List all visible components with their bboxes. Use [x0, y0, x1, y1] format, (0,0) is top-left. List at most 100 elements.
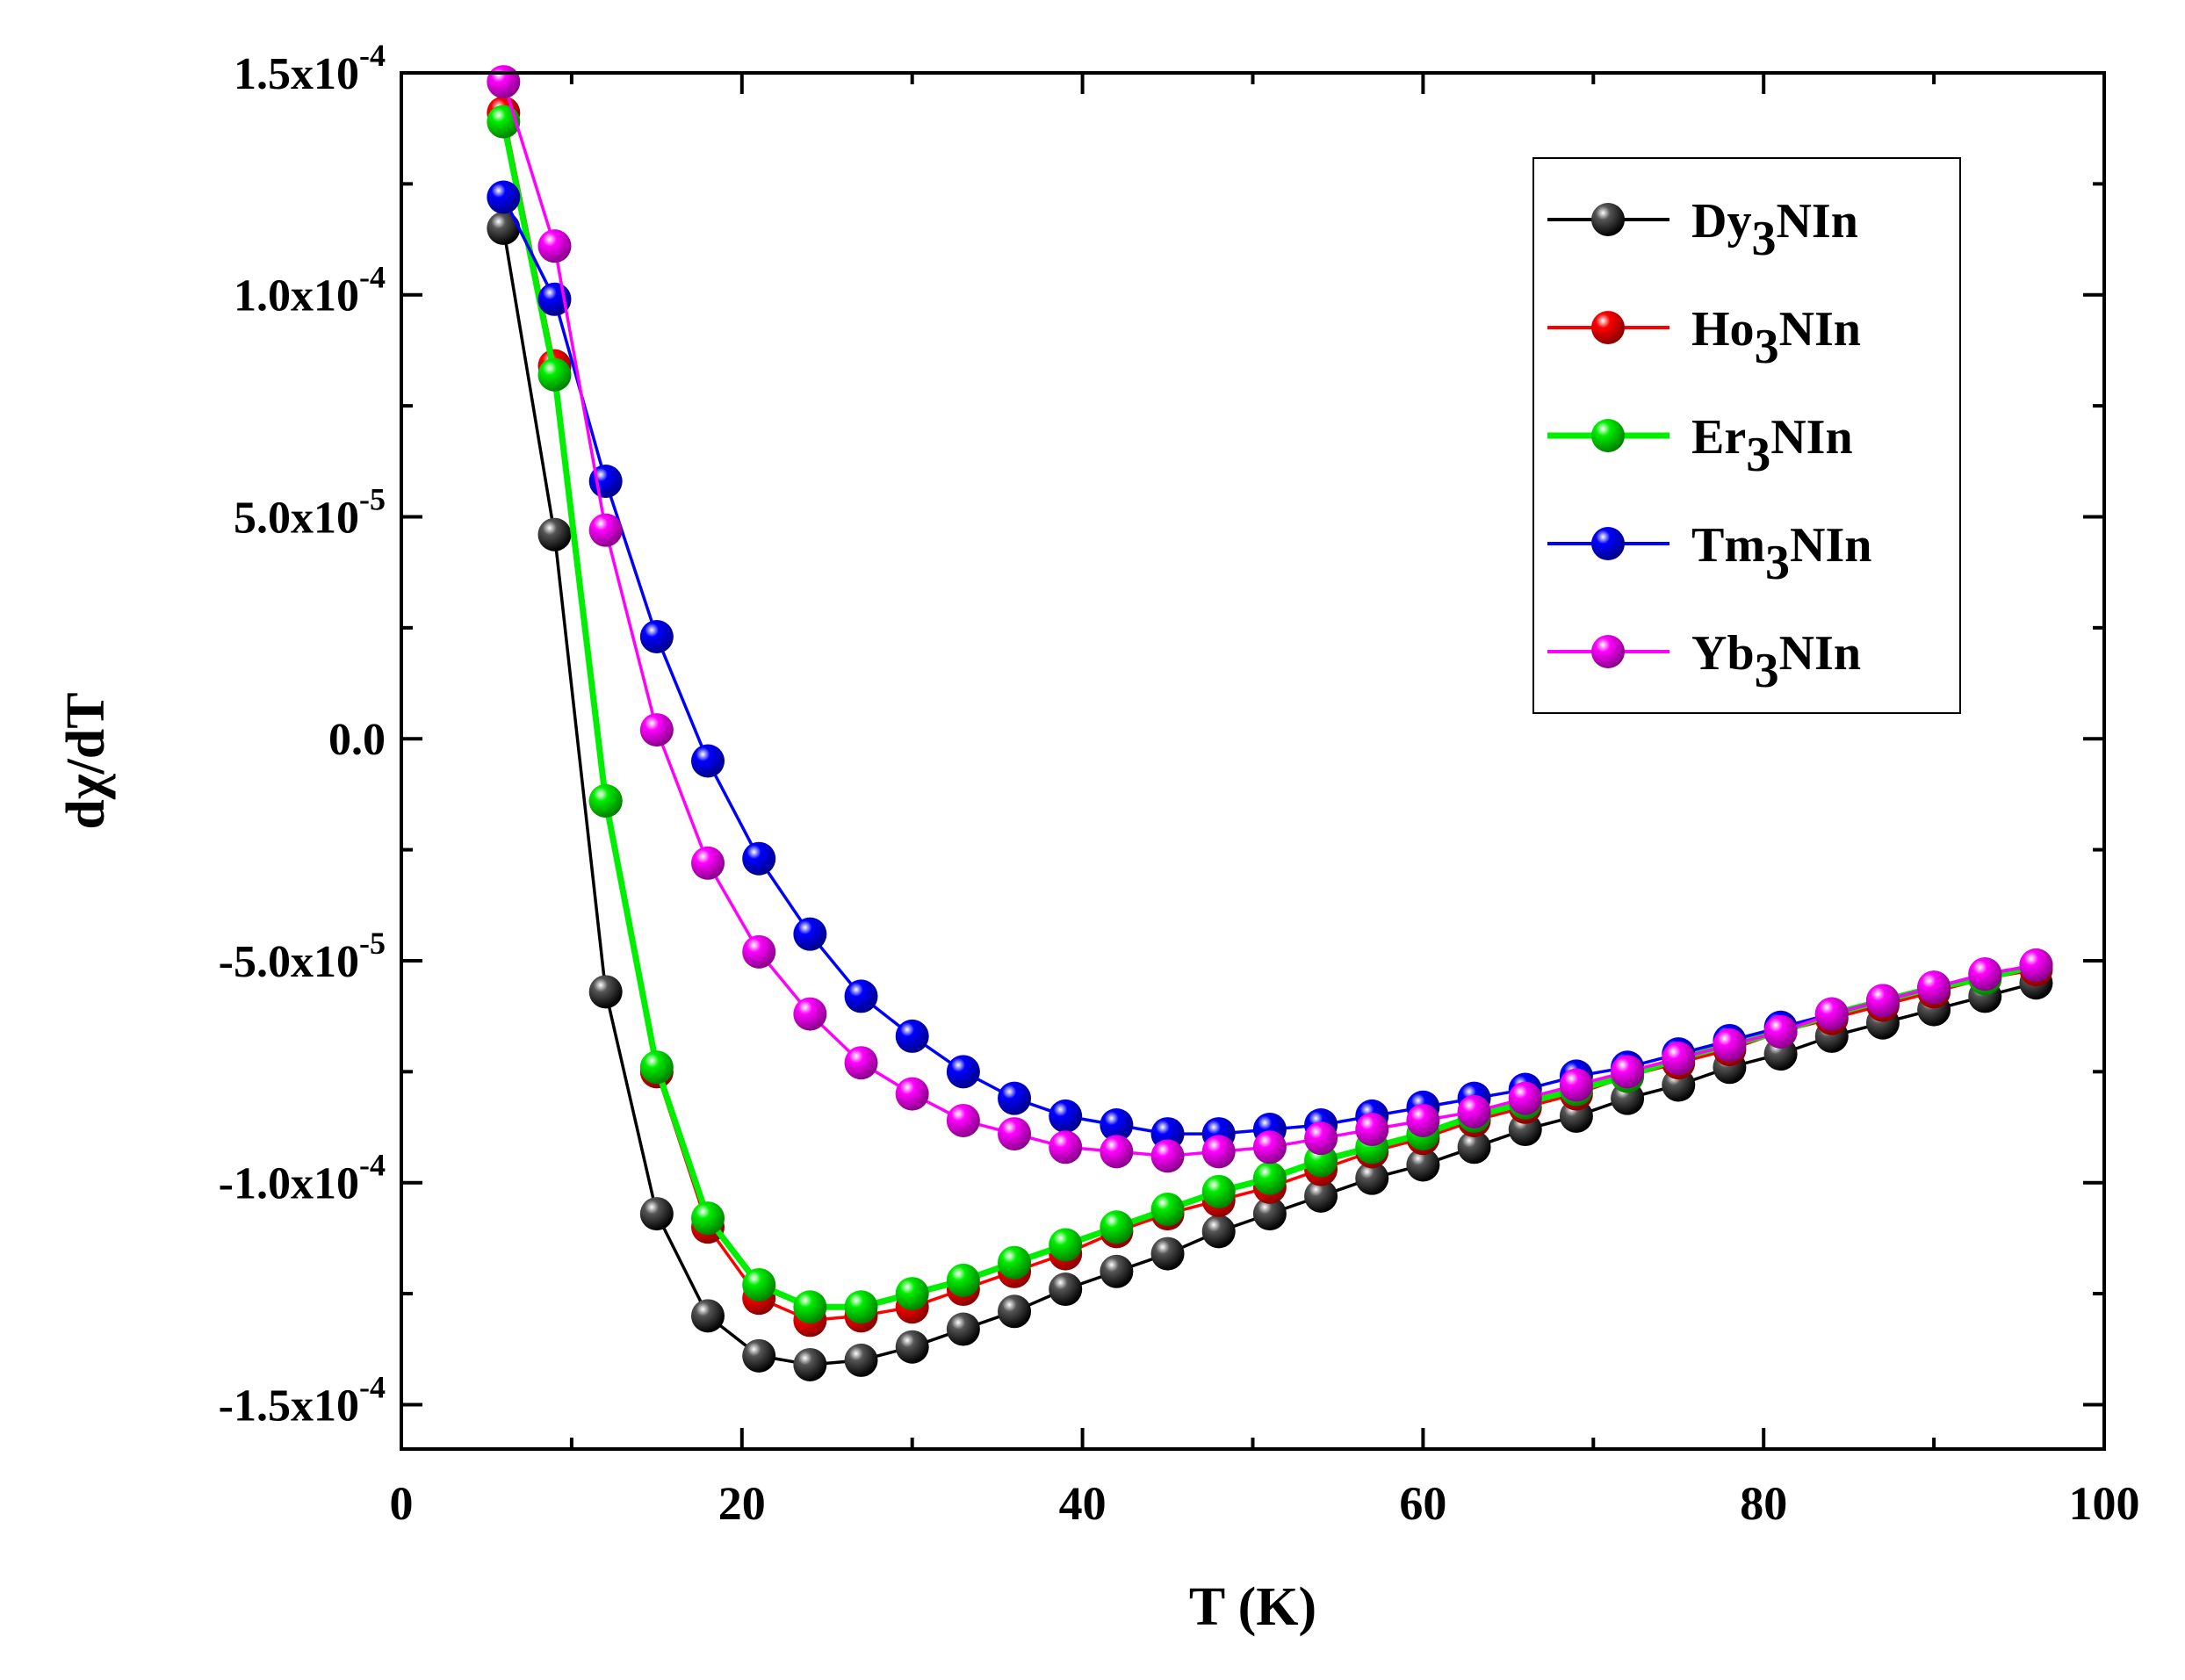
y-axis-label-chi: χ	[56, 773, 116, 800]
data-point	[998, 1117, 1032, 1151]
x-tick-labels: 0 20 40 60 80 100	[390, 1477, 2140, 1530]
data-point	[1150, 1139, 1185, 1173]
data-point	[487, 211, 521, 245]
data-point	[895, 1330, 929, 1364]
data-point	[691, 744, 725, 778]
data-point	[1508, 1081, 1542, 1115]
legend-marker	[1591, 635, 1625, 668]
data-point	[1662, 1042, 1696, 1076]
data-point	[487, 65, 521, 99]
y-tick-exponent: -4	[359, 1148, 386, 1183]
axis-ticks	[400, 71, 2106, 1449]
y-tick-mantissa: 0.0	[328, 715, 386, 765]
y-tick-exponent: -4	[359, 38, 386, 73]
data-point	[1304, 1121, 1338, 1156]
x-tick-label: 0	[390, 1477, 414, 1530]
x-tick-label: 60	[1399, 1477, 1446, 1530]
legend-item-yb: Yb3NIn	[1547, 626, 1861, 698]
x-tick-label: 40	[1059, 1477, 1107, 1530]
x-axis-label: T (K)	[1189, 1577, 1316, 1637]
data-point	[1252, 1197, 1287, 1231]
data-point	[1201, 1135, 1236, 1169]
data-point	[1252, 1130, 1287, 1164]
data-point	[1100, 1107, 1134, 1142]
y-tick-label: 1.5x10-4	[234, 38, 386, 99]
data-point	[844, 1046, 878, 1080]
data-point	[1049, 1099, 1083, 1133]
data-point	[998, 1294, 1032, 1329]
data-point	[1150, 1193, 1185, 1227]
data-point	[1201, 1215, 1236, 1249]
data-point	[1611, 1055, 1645, 1089]
data-point	[793, 917, 827, 951]
data-point	[793, 1347, 827, 1381]
data-point	[1355, 1161, 1389, 1195]
y-tick-exponent: -4	[359, 260, 386, 295]
legend-item-tm: Tm3NIn	[1547, 518, 1871, 590]
data-point	[691, 1201, 725, 1236]
y-axis-label: dχ/dT	[56, 692, 116, 829]
data-point	[1763, 1014, 1798, 1049]
data-point	[487, 180, 521, 214]
data-point	[1865, 984, 1900, 1018]
data-point	[588, 513, 623, 547]
legend-marker	[1591, 419, 1625, 452]
y-axis-label-d: d	[56, 799, 116, 829]
data-point	[1814, 997, 1849, 1031]
x-tick-label: 20	[718, 1477, 766, 1530]
data-point	[1252, 1161, 1287, 1195]
y-tick-mantissa: -1.0x10	[219, 1159, 359, 1209]
data-point	[793, 997, 827, 1031]
legend-label: Yb3NIn	[1691, 626, 1861, 698]
data-point	[844, 1290, 878, 1324]
data-point	[1917, 970, 1951, 1005]
data-point	[1100, 1210, 1134, 1244]
data-point	[1559, 1068, 1593, 1102]
data-point	[844, 979, 878, 1013]
legend-marker	[1591, 203, 1625, 236]
data-point	[742, 1267, 776, 1301]
data-point	[1457, 1130, 1491, 1164]
y-tick-label: -1.5x10-4	[219, 1369, 386, 1431]
series-yb	[487, 65, 2053, 1173]
data-point	[1406, 1148, 1440, 1182]
data-point	[1968, 957, 2002, 991]
data-point	[1355, 1113, 1389, 1147]
data-point	[639, 713, 674, 747]
data-point	[998, 1081, 1032, 1115]
data-point	[1049, 1228, 1083, 1262]
legend-marker	[1591, 527, 1625, 560]
data-point	[946, 1312, 980, 1346]
data-point	[742, 841, 776, 876]
data-point	[588, 783, 623, 818]
data-point	[742, 1338, 776, 1373]
data-point	[639, 1050, 674, 1085]
series-layer	[487, 65, 2053, 1381]
data-point	[2019, 948, 2053, 983]
x-tick-label: 100	[2069, 1477, 2140, 1530]
y-tick-label: -1.0x10-4	[219, 1148, 386, 1209]
data-point	[946, 1055, 980, 1089]
legend-label: Er3NIn	[1691, 410, 1853, 482]
legend-label: Ho3NIn	[1691, 302, 1861, 374]
legend-marker	[1591, 311, 1625, 344]
data-point	[537, 357, 572, 392]
data-point	[1457, 1094, 1491, 1128]
data-point	[639, 619, 674, 653]
data-point	[742, 934, 776, 969]
y-tick-mantissa: 1.0x10	[234, 271, 359, 321]
data-point	[1049, 1130, 1083, 1164]
data-point	[1201, 1174, 1236, 1208]
data-point	[1150, 1237, 1185, 1271]
y-tick-label: 1.0x10-4	[234, 260, 386, 321]
data-point	[895, 1077, 929, 1111]
data-point	[691, 1299, 725, 1333]
data-point	[895, 1019, 929, 1053]
y-tick-mantissa: -5.0x10	[219, 937, 359, 987]
y-tick-label: 5.0x10-5	[234, 481, 386, 543]
data-point	[1100, 1254, 1134, 1288]
legend-item-er: Er3NIn	[1547, 410, 1853, 482]
y-tick-exponent: -5	[359, 926, 386, 961]
legend-item-dy: Dy3NIn	[1547, 194, 1858, 266]
